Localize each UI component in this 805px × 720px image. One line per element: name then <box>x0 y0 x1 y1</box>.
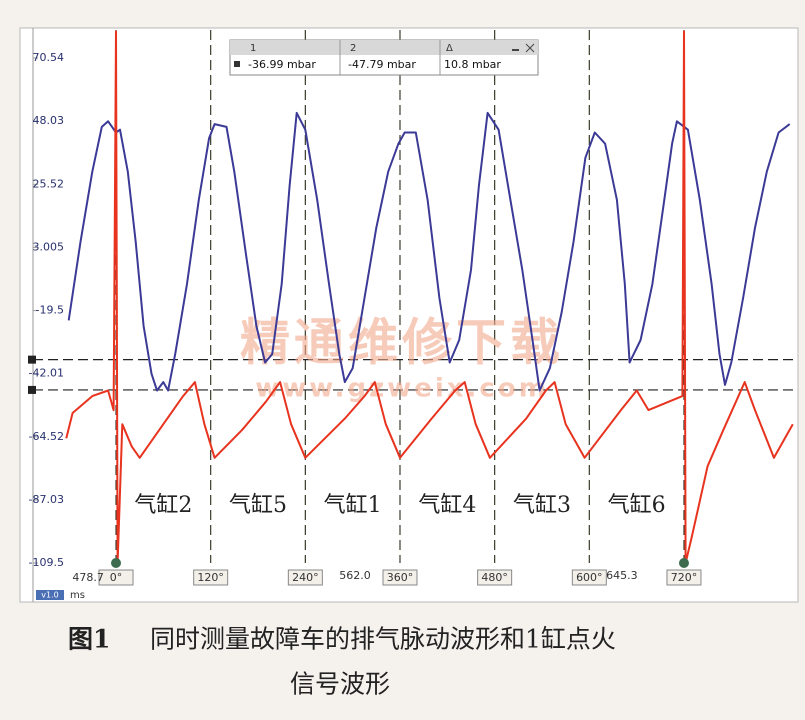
tick-box <box>287 569 323 586</box>
x-tick-label: 240° <box>292 571 319 584</box>
caption-label: 图1 <box>68 625 110 654</box>
caption-line: 信号波形 <box>290 670 390 699</box>
x-tick-label: 120° <box>197 571 224 584</box>
badge-bg <box>36 590 64 600</box>
watermark-title: 精通维修下载 <box>240 314 564 372</box>
close-icon <box>525 43 535 53</box>
tick-box <box>193 569 229 586</box>
tick-box <box>477 569 513 586</box>
x2-tick-label: 478.7 <box>72 571 104 584</box>
x-tick-label: 0° <box>110 571 123 584</box>
event-marker <box>678 558 689 568</box>
y-tick-label: -42.01 <box>29 367 64 380</box>
y-tick-label: -109.5 <box>29 556 64 569</box>
readout-value: -36.99 mbar <box>248 58 316 71</box>
x2-unit: ms <box>70 590 85 601</box>
x-tick-label: 360° <box>387 571 414 584</box>
x-tick-label: 720° <box>671 571 698 584</box>
caption-line: 同时测量故障车的排气脉动波形和1缸点火 <box>150 625 616 654</box>
readout-value: 10.8 mbar <box>444 58 501 71</box>
y-tick-label: 48.03 <box>33 114 65 127</box>
cursor-handle <box>28 355 36 364</box>
panel <box>19 27 799 603</box>
event-marker <box>111 558 122 568</box>
badge: v1.0 <box>41 591 58 600</box>
readout-header <box>230 40 538 55</box>
series-line <box>67 111 791 392</box>
readout-label: Δ <box>446 43 453 54</box>
x-tick-label: 480° <box>481 571 508 584</box>
readout-icon <box>234 61 240 67</box>
annotation: 气缸2 <box>134 493 192 518</box>
tick-box <box>666 569 702 586</box>
annotation: 气缸1 <box>324 493 382 518</box>
readout-label: 1 <box>250 43 256 54</box>
annotation: 气缸4 <box>418 493 476 518</box>
tick-box <box>98 569 134 586</box>
y-tick-label: -64.52 <box>29 430 64 443</box>
x2-tick-label: 645.3 <box>606 569 638 582</box>
series-line <box>65 30 794 564</box>
readout-label: 2 <box>350 43 356 54</box>
readout-value: -47.79 mbar <box>348 58 416 71</box>
x2-tick-label: 562.0 <box>339 569 371 582</box>
watermark-url: www.gzweix.com <box>255 374 549 404</box>
cursor-handle <box>28 385 36 394</box>
y-tick-label: -87.03 <box>29 493 64 506</box>
annotation: 气缸5 <box>229 493 287 518</box>
y-tick-label: 70.54 <box>33 51 65 64</box>
annotation: 气缸6 <box>608 493 666 518</box>
tick-box <box>571 569 607 586</box>
y-tick-label: 3.005 <box>33 240 65 253</box>
tick-box <box>382 569 418 586</box>
y-tick-label: -19.5 <box>36 304 64 317</box>
y-tick-label: 25.52 <box>33 177 65 190</box>
annotation: 气缸3 <box>513 493 571 518</box>
x-tick-label: 600° <box>576 571 603 584</box>
